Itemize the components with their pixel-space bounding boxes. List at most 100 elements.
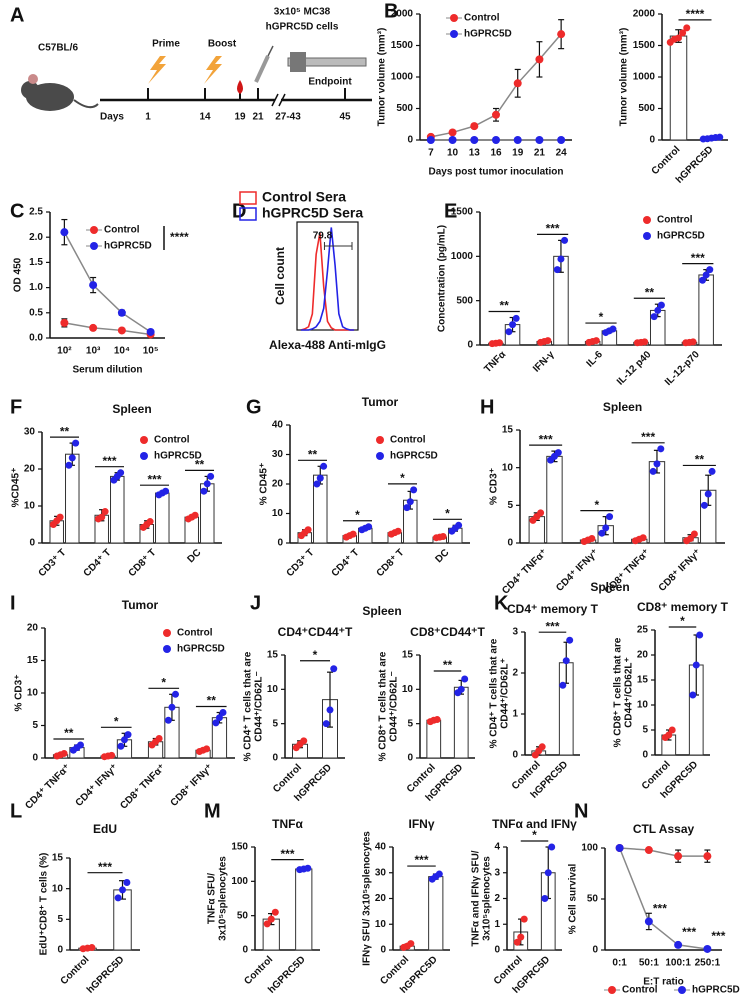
y-axis-label: CD44⁺/CD62L⁺ [500,658,511,729]
replicate-point [207,472,215,480]
legend-label: hGPRC5D [657,231,705,242]
y-tick-label: 2 [512,668,518,679]
significance: *** [682,925,696,939]
replicate-point [509,321,517,329]
panel-label: C [10,200,24,222]
significance: ** [500,299,510,313]
legend-swatch [239,207,257,221]
point [60,318,69,327]
x-tick-label: CD8⁺ IFNγ⁺ [657,547,704,594]
y-tick-label: 5 [407,718,413,729]
y-axis-label: % CD45⁺ [259,463,270,506]
replicate-point [72,439,80,447]
chart-title: EdU [93,822,117,836]
replicate-point [696,631,704,639]
x-tick-label: CD4⁺ TNFα⁺ [500,547,549,596]
replicate-point [602,524,610,532]
bar [295,868,313,951]
replicate-point [653,460,661,468]
y-tick-label: 2 [494,893,500,904]
point [117,326,126,335]
y-tick-label: 5 [272,718,278,729]
replicate-point [457,685,465,693]
replicate-point [520,915,528,923]
point [117,308,126,317]
replicate-point [98,513,106,521]
x-tick-label: CD3⁺ T [285,547,317,579]
significance: ** [195,458,205,472]
replicate-point [326,706,334,714]
group-heading: Spleen [590,580,629,594]
y-tick-label: 15 [402,650,414,661]
legend-label: hGPRC5D Sera [262,205,363,221]
y-tick-label: 0 [592,945,598,956]
x-tick-label: CD8⁺ TNFα⁺ [118,762,167,811]
mouse-ear [28,74,38,84]
x-tick-label: 10² [57,346,72,357]
significance: * [114,714,119,728]
legend-label: hGPRC5D [390,451,438,462]
significance: ** [308,447,318,461]
y-axis-label: % CD3⁺ [14,675,25,712]
x-tick-label: 250:1 [695,958,721,969]
significance: *** [653,902,667,916]
replicate-point [68,454,76,462]
replicate-point [588,534,596,542]
x-tick-label: CD4⁺ IFNγ⁺ [74,762,121,809]
replicate-point [649,467,657,475]
bar [426,719,442,759]
replicate-point [263,920,271,928]
replicate-point [553,266,561,274]
point [470,136,479,144]
legend-label: Control [390,435,426,446]
histogram-curve [301,227,354,331]
significance: *** [546,222,560,236]
y-axis-label: CD44⁺/CD62L⁻ [389,671,400,742]
legend-marker [163,645,171,653]
x-tick-label: 10⁵ [143,346,159,357]
panel-label: N [574,800,588,822]
x-tick-label: IL-6 [585,349,606,370]
legend-label: Control [104,225,140,236]
significance: * [599,310,604,324]
y-tick-label: 15 [52,853,64,864]
replicate-point [650,313,658,321]
x-tick-label: Control [59,954,92,987]
replicate-point [657,445,665,453]
significance: **** [686,7,705,21]
significance: * [313,648,318,662]
y-tick-label: 0 [57,945,63,956]
legend-label: hGPRC5D [177,644,225,655]
replicate-point [88,944,96,952]
chart-title: TNFα [272,817,303,831]
chart-title: CD4⁺ memory T [507,602,599,616]
legend-marker [90,242,98,250]
challenge-label: hGPRC5D cells [266,22,339,33]
replicate-point [708,467,716,475]
point [448,136,457,144]
significance: *** [147,472,161,486]
replicate-point [212,719,220,727]
bar [669,35,688,141]
legend-label: hGPRC5D [104,241,152,252]
y-tick-label: 15 [637,675,649,686]
y-tick-label: 5 [642,725,648,736]
chart-title: CD8⁺CD44⁺T [410,625,485,639]
y-tick-label: 1000 [633,72,656,83]
panel-label: M [204,800,221,822]
y-tick-label: 0 [29,538,35,549]
replicate-point [559,681,567,689]
chart-title: Spleen [603,400,642,414]
x-tick-label: IL-12-p70 [663,349,702,388]
day-label: 45 [339,112,351,123]
y-tick-label: 0.0 [29,333,43,344]
y-axis-label: TNFα and IFNγ SFU/ [471,850,482,946]
replicate-point [537,509,545,517]
y-tick-label: 1.0 [29,282,43,293]
bar [110,475,125,544]
panel-label: I [10,592,16,614]
point [146,327,155,336]
y-tick-label: 100 [231,876,248,887]
y-tick-label: 0 [494,945,500,956]
significance: * [355,508,360,522]
